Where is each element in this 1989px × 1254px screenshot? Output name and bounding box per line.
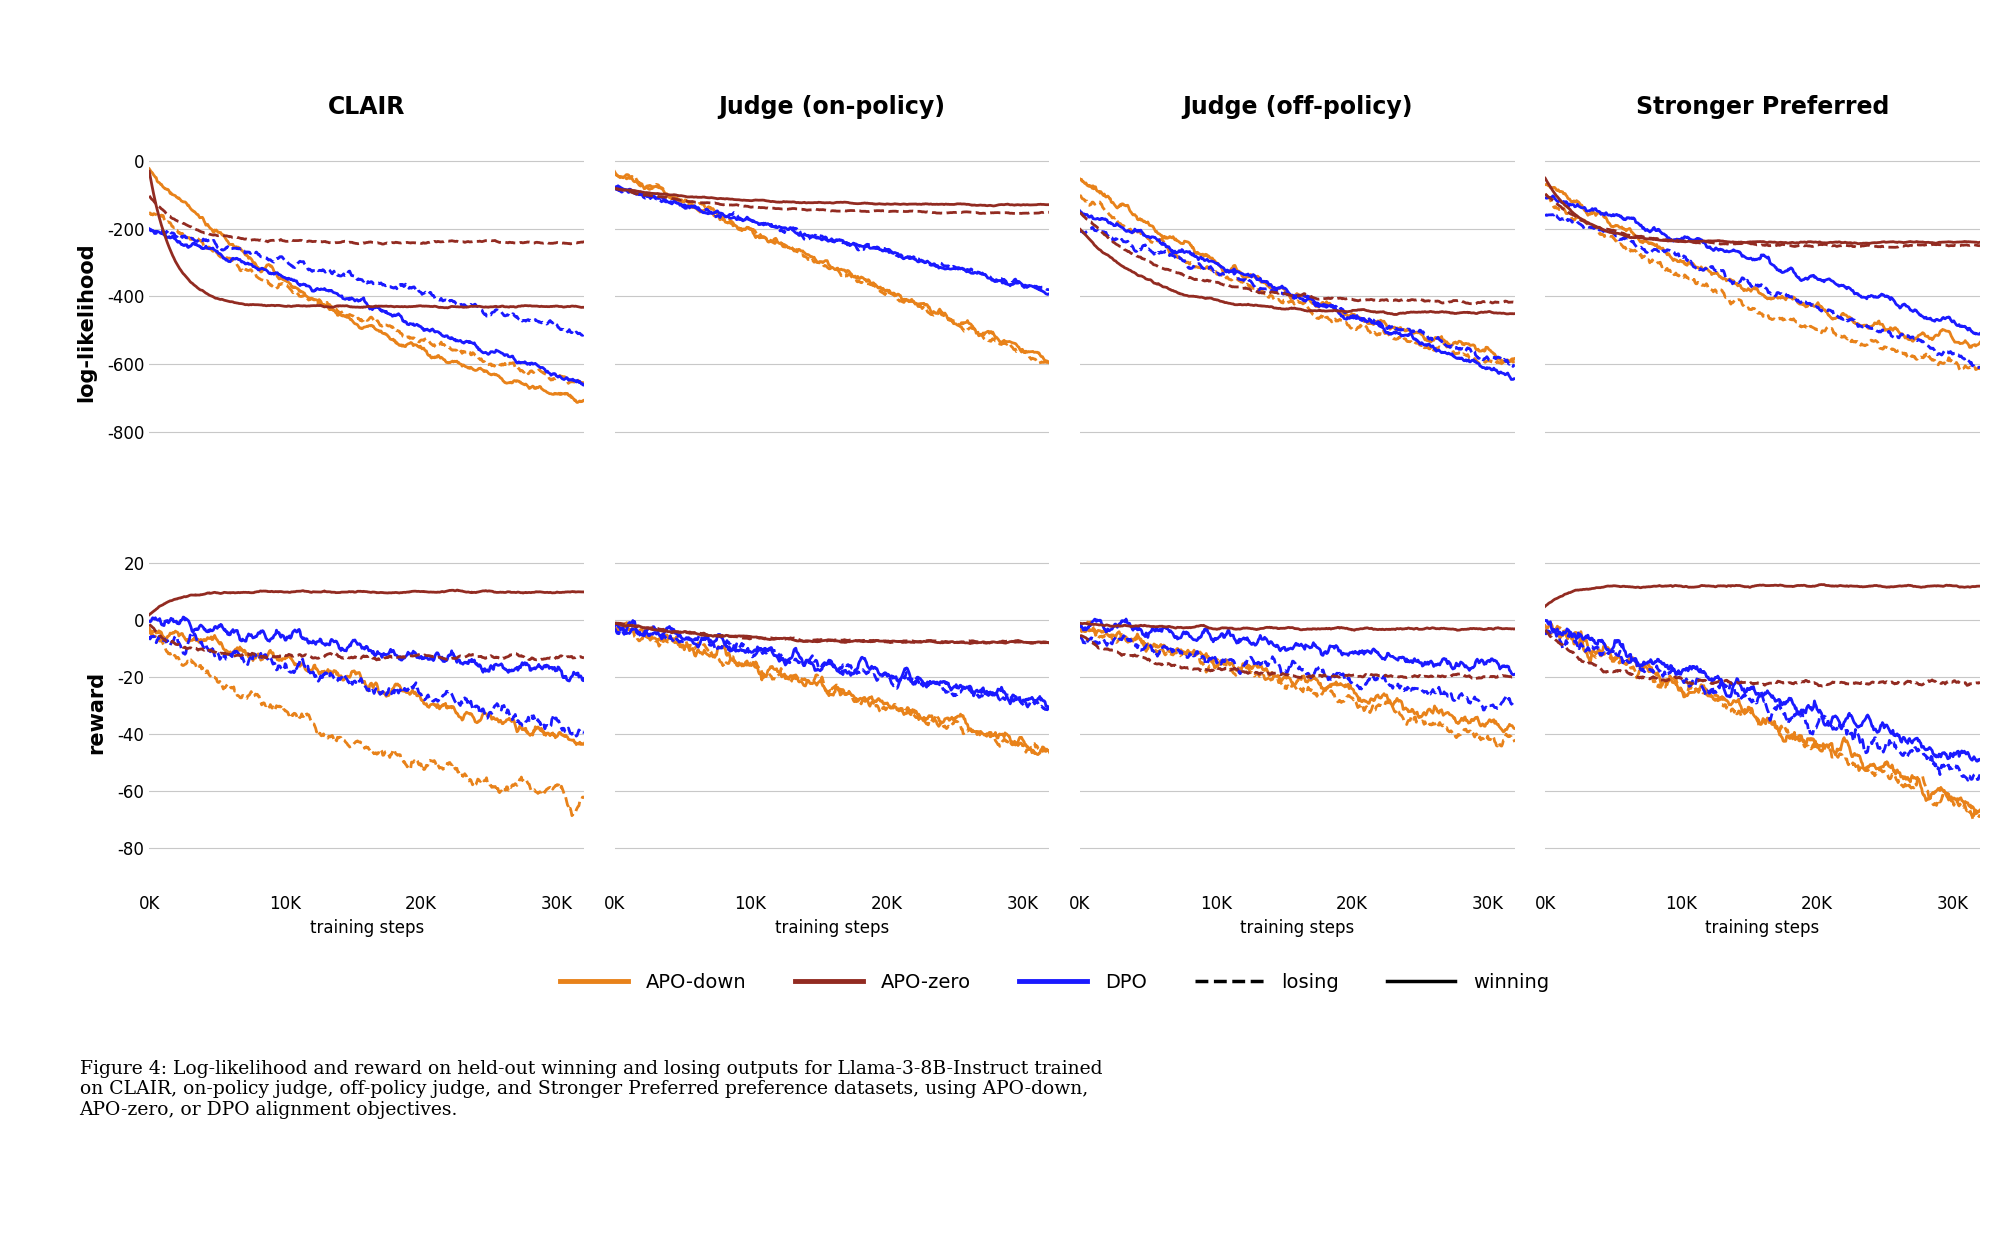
- Y-axis label: log-likelihood: log-likelihood: [76, 242, 95, 401]
- X-axis label: training steps: training steps: [1239, 919, 1355, 937]
- Legend: APO-down, APO-zero, DPO, losing, winning: APO-down, APO-zero, DPO, losing, winning: [553, 966, 1555, 999]
- X-axis label: training steps: training steps: [1705, 919, 1818, 937]
- Text: CLAIR: CLAIR: [328, 95, 406, 119]
- Y-axis label: reward: reward: [86, 671, 105, 754]
- X-axis label: training steps: training steps: [774, 919, 889, 937]
- X-axis label: training steps: training steps: [310, 919, 424, 937]
- Text: Stronger Preferred: Stronger Preferred: [1635, 95, 1888, 119]
- Text: Judge (on-policy): Judge (on-policy): [718, 95, 945, 119]
- Text: Figure 4: Log-likelihood and reward on held-out winning and losing outputs for L: Figure 4: Log-likelihood and reward on h…: [80, 1060, 1102, 1120]
- Text: Judge (off-policy): Judge (off-policy): [1181, 95, 1412, 119]
